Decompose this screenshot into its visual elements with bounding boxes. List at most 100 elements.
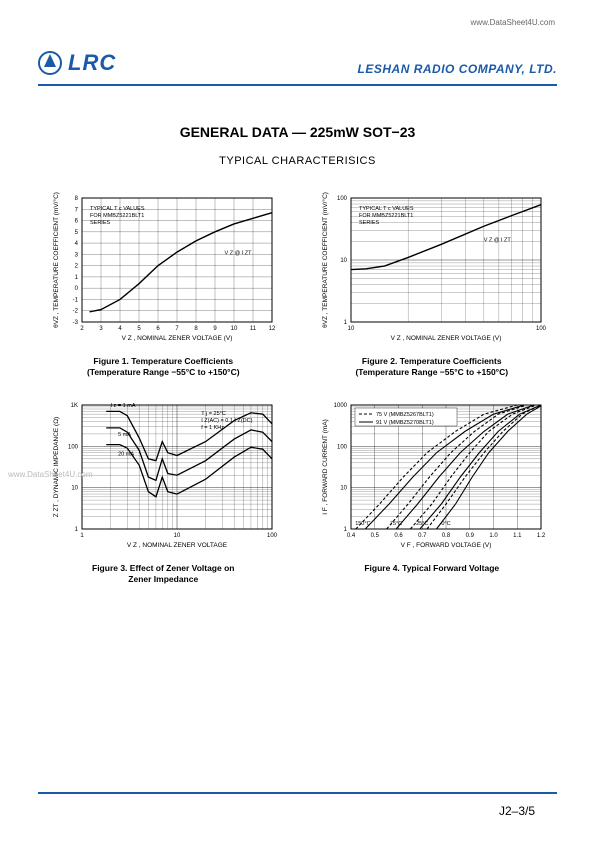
svg-text:25°C: 25°C	[416, 521, 428, 527]
svg-text:8: 8	[195, 326, 199, 332]
svg-text:10: 10	[231, 326, 238, 332]
top-url: www.DataSheet4U.com	[471, 18, 555, 27]
svg-text:100: 100	[267, 533, 278, 539]
logo-block: LRC	[38, 50, 116, 76]
svg-text:1: 1	[75, 275, 79, 281]
figure-2: 10100110100V Z , NOMINAL ZENER VOLTAGE (…	[311, 190, 554, 379]
svg-text:1.1: 1.1	[513, 533, 522, 539]
svg-text:1: 1	[75, 527, 79, 533]
svg-text:0.4: 0.4	[347, 533, 356, 539]
svg-text:-3: -3	[73, 320, 79, 326]
svg-text:FOR MMBZ5221BLT1: FOR MMBZ5221BLT1	[90, 213, 144, 219]
svg-text:0.6: 0.6	[394, 533, 403, 539]
svg-text:TYPICAL T c VALUES: TYPICAL T c VALUES	[90, 206, 145, 212]
svg-text:I z = 1 mA: I z = 1 mA	[111, 403, 136, 409]
svg-text:3: 3	[75, 252, 79, 258]
svg-text:91 V (MMBZ5270BLT1): 91 V (MMBZ5270BLT1)	[376, 420, 434, 426]
header-rule	[38, 84, 557, 86]
svg-text:75 V (MMBZ5267BLT1): 75 V (MMBZ5267BLT1)	[376, 412, 434, 418]
svg-text:0.7: 0.7	[418, 533, 427, 539]
svg-text:2: 2	[81, 326, 85, 332]
figure-2-chart: 10100110100V Z , NOMINAL ZENER VOLTAGE (…	[317, 190, 547, 350]
svg-text:100: 100	[337, 196, 348, 202]
svg-text:150°C: 150°C	[355, 521, 370, 527]
svg-text:1.0: 1.0	[489, 533, 498, 539]
svg-text:-2: -2	[73, 309, 79, 315]
footer-rule	[38, 792, 557, 794]
svg-text:1000: 1000	[333, 403, 347, 409]
svg-text:6: 6	[157, 326, 161, 332]
svg-text:V Z , NOMINAL ZENER VOLTAGE (: V Z , NOMINAL ZENER VOLTAGE (V)	[122, 335, 233, 342]
svg-text:8: 8	[75, 196, 79, 202]
svg-text:9: 9	[214, 326, 218, 332]
figure-3-caption: Figure 3. Effect of Zener Voltage on Zen…	[92, 563, 234, 586]
svg-text:0.9: 0.9	[465, 533, 474, 539]
svg-text:V Z , NOMINAL ZENER VOLTAGE: V Z , NOMINAL ZENER VOLTAGE	[127, 542, 228, 549]
company-name: LESHAN RADIO COMPANY, LTD.	[358, 62, 557, 76]
main-title: GENERAL DATA — 225mW SOT−23	[0, 124, 595, 140]
svg-text:11: 11	[250, 326, 257, 332]
svg-text:1.2: 1.2	[537, 533, 546, 539]
page-number: J2–3/5	[499, 804, 535, 818]
svg-text:2: 2	[75, 264, 79, 270]
logo-text: LRC	[68, 50, 116, 76]
figure-2-title: Figure 2. Temperature Coefficients	[362, 356, 502, 366]
svg-text:V F , FORWARD VOLTAGE (V): V F , FORWARD VOLTAGE (V)	[400, 542, 491, 549]
figure-3: 1101001101001KV Z , NOMINAL ZENER VOLTAG…	[42, 397, 285, 586]
svg-text:θVZ , TEMPERATURE COEFFICIENT: θVZ , TEMPERATURE COEFFICIENT (mV/°C)	[52, 192, 60, 328]
svg-text:6: 6	[75, 219, 79, 225]
svg-text:0.8: 0.8	[442, 533, 451, 539]
svg-text:0: 0	[75, 286, 79, 292]
svg-text:5: 5	[138, 326, 142, 332]
svg-text:1K: 1K	[71, 403, 78, 409]
svg-text:5: 5	[75, 230, 79, 236]
svg-text:10: 10	[72, 486, 79, 492]
page-header: LRC LESHAN RADIO COMPANY, LTD.	[38, 50, 557, 76]
svg-text:-1: -1	[73, 297, 79, 303]
svg-text:I F , FORWARD CURRENT (mA): I F , FORWARD CURRENT (mA)	[322, 419, 329, 515]
charts-grid: 23456789101112-3-2-1012345678V Z , NOMIN…	[42, 190, 553, 586]
svg-text:0.5: 0.5	[370, 533, 379, 539]
svg-text:f = 1 KHz: f = 1 KHz	[202, 425, 225, 431]
figure-4: 0.40.50.60.70.80.91.01.11.21101001000V F…	[311, 397, 554, 586]
sub-title: TYPICAL CHARACTERISICS	[0, 155, 595, 167]
svg-text:12: 12	[269, 326, 276, 332]
figure-1-title: Figure 1. Temperature Coefficients	[93, 356, 233, 366]
logo-icon	[38, 51, 62, 75]
svg-text:TYPICAL T c VALUES: TYPICAL T c VALUES	[359, 206, 414, 212]
svg-text:SERIES: SERIES	[359, 220, 380, 226]
svg-text:7: 7	[75, 207, 79, 213]
svg-text:7: 7	[176, 326, 180, 332]
figure-2-subtitle: (Temperature Range −55°C to +150°C)	[355, 367, 508, 377]
figure-4-caption: Figure 4. Typical Forward Voltage	[364, 563, 499, 574]
svg-text:FOR MMBZ5221BLT1: FOR MMBZ5221BLT1	[359, 213, 413, 219]
figure-1-chart: 23456789101112-3-2-1012345678V Z , NOMIN…	[48, 190, 278, 350]
svg-text:10: 10	[340, 258, 347, 264]
svg-text:5 mA: 5 mA	[118, 432, 131, 438]
svg-text:I Z(AC) = 0.1 I Z(DC): I Z(AC) = 0.1 I Z(DC)	[202, 418, 253, 424]
svg-text:20 mA: 20 mA	[118, 451, 134, 457]
svg-text:Z ZT , DYNAMIC IMPEDANCE (Ω): Z ZT , DYNAMIC IMPEDANCE (Ω)	[53, 417, 60, 517]
watermark: www.DataSheet4U.com	[8, 470, 92, 479]
figure-4-chart: 0.40.50.60.70.80.91.01.11.21101001000V F…	[317, 397, 547, 557]
svg-text:θVZ , TEMPERATURE COEFFICIENT: θVZ , TEMPERATURE COEFFICIENT (mV/°C)	[321, 192, 329, 328]
svg-text:0°C: 0°C	[441, 521, 450, 527]
svg-text:SERIES: SERIES	[90, 220, 111, 226]
figure-1-caption: Figure 1. Temperature Coefficients (Temp…	[87, 356, 240, 379]
svg-text:10: 10	[347, 326, 354, 332]
svg-text:75°C: 75°C	[390, 521, 402, 527]
figure-1-subtitle: (Temperature Range −55°C to +150°C)	[87, 367, 240, 377]
svg-text:T j = 25°C: T j = 25°C	[202, 411, 227, 417]
svg-text:1: 1	[81, 533, 85, 539]
svg-text:100: 100	[337, 444, 348, 450]
svg-text:V Z @ I ZT: V Z @ I ZT	[225, 250, 253, 256]
figure-1: 23456789101112-3-2-1012345678V Z , NOMIN…	[42, 190, 285, 379]
svg-text:4: 4	[75, 241, 79, 247]
figure-3-subtitle: Zener Impedance	[128, 574, 198, 584]
figure-4-title: Figure 4. Typical Forward Voltage	[364, 563, 499, 573]
svg-text:10: 10	[174, 533, 181, 539]
svg-text:V Z @ I ZT: V Z @ I ZT	[484, 237, 512, 243]
svg-text:4: 4	[119, 326, 123, 332]
svg-text:10: 10	[340, 486, 347, 492]
figure-2-caption: Figure 2. Temperature Coefficients (Temp…	[355, 356, 508, 379]
